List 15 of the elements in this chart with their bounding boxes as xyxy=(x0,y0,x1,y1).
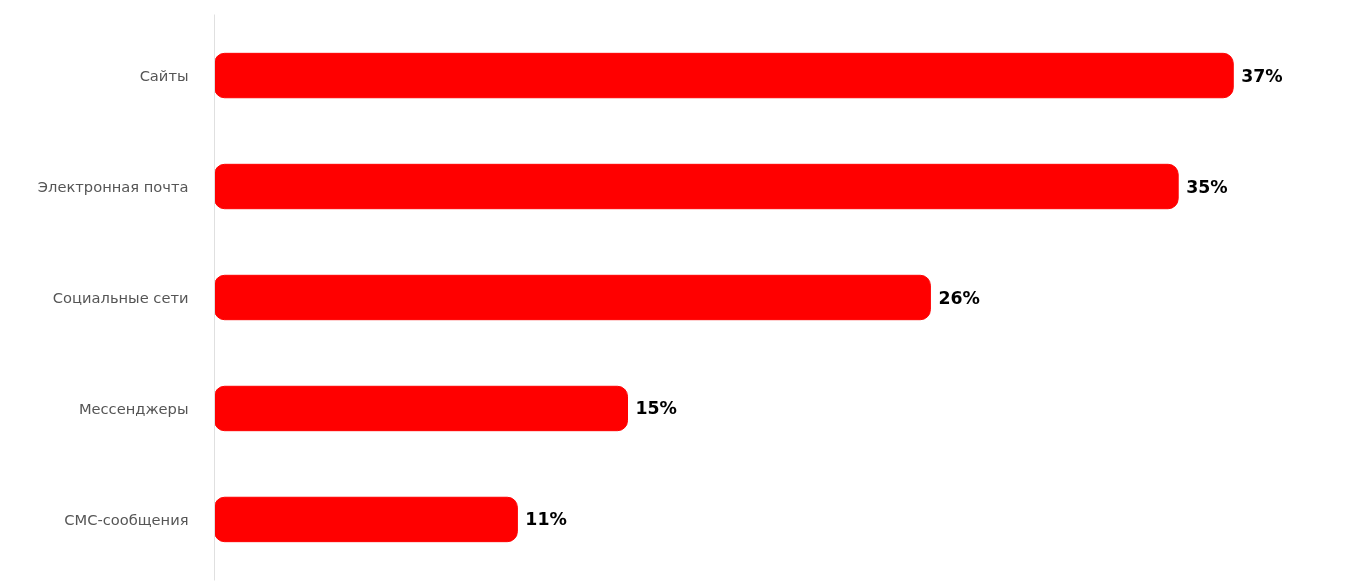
data-label: 26% xyxy=(938,287,980,308)
bar xyxy=(214,163,1179,210)
y-tick-label: СМС-сообщения xyxy=(64,510,189,528)
bar xyxy=(214,496,518,543)
bar xyxy=(214,274,931,321)
y-tick-label: Социальные сети xyxy=(52,289,189,306)
y-tick-label: Электронная почта xyxy=(37,178,189,196)
bar xyxy=(214,385,629,432)
data-label: 37% xyxy=(1241,65,1283,86)
data-label: 11% xyxy=(525,509,567,530)
data-label: 35% xyxy=(1186,176,1228,197)
data-label: 15% xyxy=(635,398,677,419)
bar xyxy=(214,52,1234,99)
y-tick-label: Мессенджеры xyxy=(78,399,189,417)
y-tick-label: Сайты xyxy=(139,67,189,85)
